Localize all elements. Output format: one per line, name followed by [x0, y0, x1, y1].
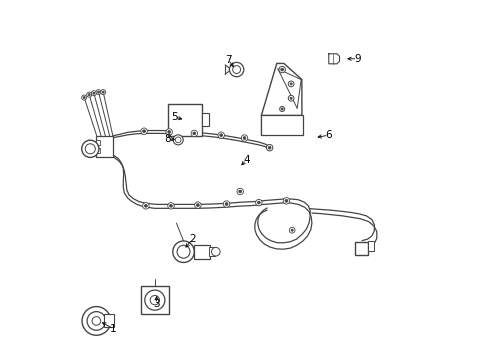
Circle shape [96, 90, 101, 95]
Circle shape [177, 245, 190, 258]
Circle shape [172, 241, 194, 262]
Text: 9: 9 [353, 54, 360, 64]
Bar [202, 113, 208, 126]
Circle shape [267, 146, 270, 149]
Circle shape [279, 107, 284, 112]
Circle shape [218, 132, 224, 138]
Text: 1: 1 [110, 324, 117, 334]
Bar [103, 315, 113, 327]
Circle shape [87, 312, 105, 330]
Circle shape [169, 204, 172, 207]
Circle shape [92, 317, 101, 325]
Circle shape [144, 290, 164, 310]
Circle shape [88, 94, 90, 96]
Circle shape [219, 134, 222, 136]
Circle shape [194, 202, 201, 208]
Circle shape [192, 132, 195, 135]
Bar [354, 242, 367, 255]
Circle shape [278, 66, 285, 73]
Bar [261, 116, 302, 135]
Circle shape [289, 227, 294, 233]
Bar [140, 286, 169, 315]
Circle shape [289, 97, 292, 99]
Circle shape [86, 92, 92, 97]
Circle shape [167, 131, 170, 134]
Circle shape [191, 130, 197, 136]
Circle shape [287, 81, 293, 87]
Bar [208, 247, 215, 256]
Circle shape [257, 201, 260, 204]
Circle shape [165, 129, 172, 135]
Circle shape [150, 296, 159, 305]
Circle shape [266, 144, 272, 151]
Circle shape [238, 190, 241, 193]
Bar [96, 136, 113, 157]
Text: 8: 8 [164, 134, 170, 144]
Circle shape [232, 66, 240, 73]
Circle shape [211, 247, 220, 256]
Circle shape [175, 137, 181, 143]
Circle shape [289, 83, 292, 85]
Circle shape [241, 135, 247, 141]
Circle shape [229, 62, 244, 77]
Circle shape [81, 140, 99, 157]
Circle shape [280, 68, 283, 71]
Circle shape [285, 199, 287, 202]
Circle shape [237, 188, 243, 195]
Circle shape [93, 92, 95, 94]
Circle shape [97, 91, 100, 93]
Circle shape [290, 229, 293, 231]
Circle shape [223, 201, 229, 207]
Circle shape [83, 96, 85, 99]
Bar [367, 241, 373, 251]
Circle shape [167, 203, 174, 209]
Circle shape [283, 198, 289, 204]
Circle shape [85, 144, 95, 154]
Circle shape [144, 204, 147, 207]
Text: 5: 5 [171, 112, 178, 122]
Circle shape [255, 199, 262, 206]
Circle shape [81, 95, 86, 100]
Circle shape [82, 307, 110, 335]
Circle shape [281, 108, 283, 110]
Circle shape [101, 90, 105, 95]
Circle shape [142, 130, 145, 133]
Circle shape [142, 203, 149, 209]
Bar [96, 148, 100, 153]
Text: 7: 7 [224, 55, 231, 65]
Text: 3: 3 [153, 299, 160, 309]
Circle shape [224, 203, 227, 206]
Circle shape [196, 204, 199, 207]
Bar [96, 140, 100, 145]
Circle shape [287, 95, 293, 101]
Circle shape [243, 136, 245, 139]
Bar [168, 104, 202, 136]
Text: 4: 4 [243, 155, 249, 165]
Circle shape [102, 91, 104, 93]
Text: 6: 6 [325, 130, 331, 140]
Circle shape [141, 128, 147, 134]
Circle shape [173, 135, 183, 145]
Bar [193, 244, 209, 259]
Circle shape [91, 91, 96, 96]
Text: 2: 2 [189, 234, 195, 244]
